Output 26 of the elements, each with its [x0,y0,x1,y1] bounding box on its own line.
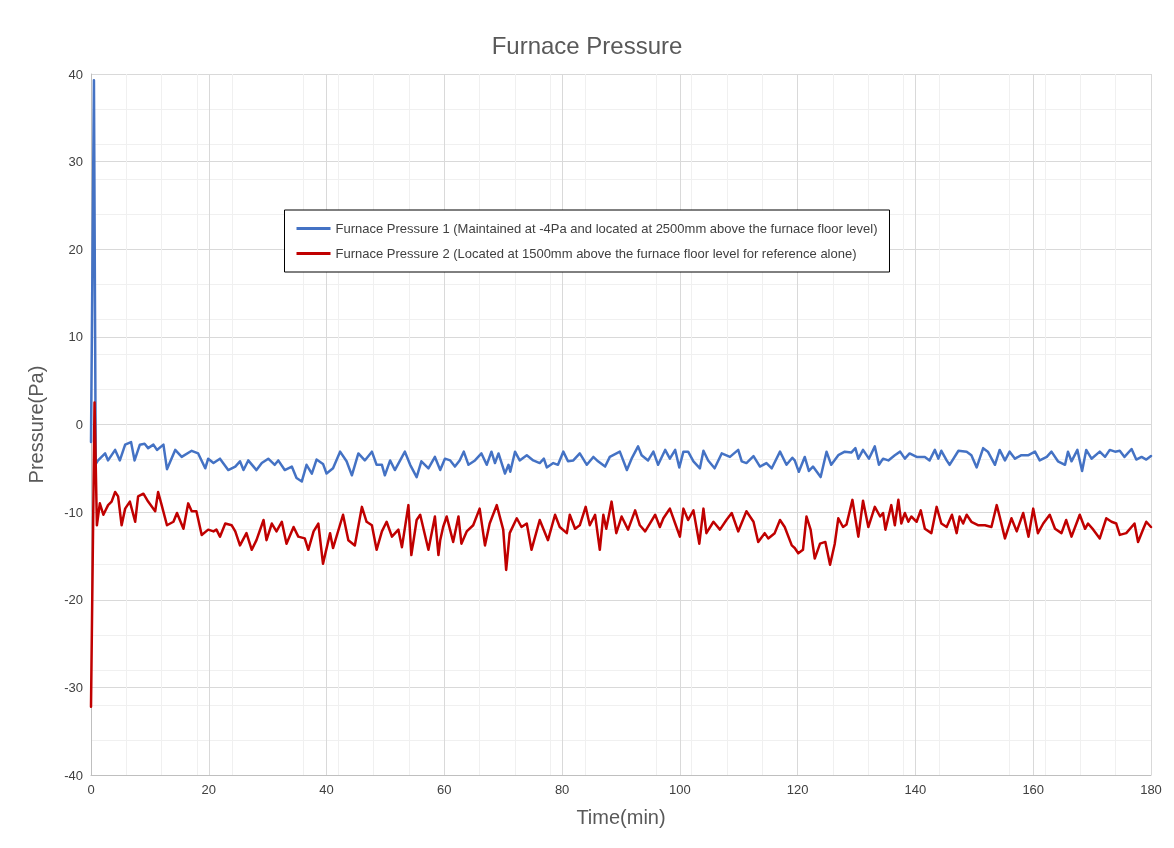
y-tick-label: -30 [64,679,83,695]
x-tick-label: 160 [1022,782,1045,797]
x-tick-label: 20 [201,782,217,797]
x-tick-label: 40 [319,782,334,797]
x-tick-label: 80 [554,782,570,797]
y-tick-label: 40 [68,66,83,82]
y-tick-label: -40 [64,767,83,783]
x-tick-label: 180 [1140,782,1162,797]
legend-label: Furnace Pressure 2 (Located at 1500mm above the furnace floor level for reference alone) [335,246,857,261]
x-tick-label: 140 [904,782,927,797]
y-tick-label: 30 [68,154,83,170]
chart-title: Furnace Pressure [491,31,683,59]
y-tick-label: -20 [64,592,83,608]
y-axis-title: Pressure(Pa) [25,365,47,484]
y-tick-label: 10 [68,329,83,345]
y-tick-label: 0 [75,417,83,432]
y-tick-label: -10 [64,504,83,520]
x-tick-label: 100 [669,782,691,797]
line-series [89,401,1153,708]
x-axis-title: Time(min) [576,806,666,828]
x-tick-label: 120 [786,782,809,797]
x-tick-label: 0 [87,782,95,797]
x-tick-label: 60 [437,782,452,797]
y-tick-label: 20 [68,241,83,257]
line-series [89,78,1153,483]
legend-label: Furnace Pressure 1 (Maintained at -4Pa and located at 2500mm above the furnace floor level) [335,221,878,236]
